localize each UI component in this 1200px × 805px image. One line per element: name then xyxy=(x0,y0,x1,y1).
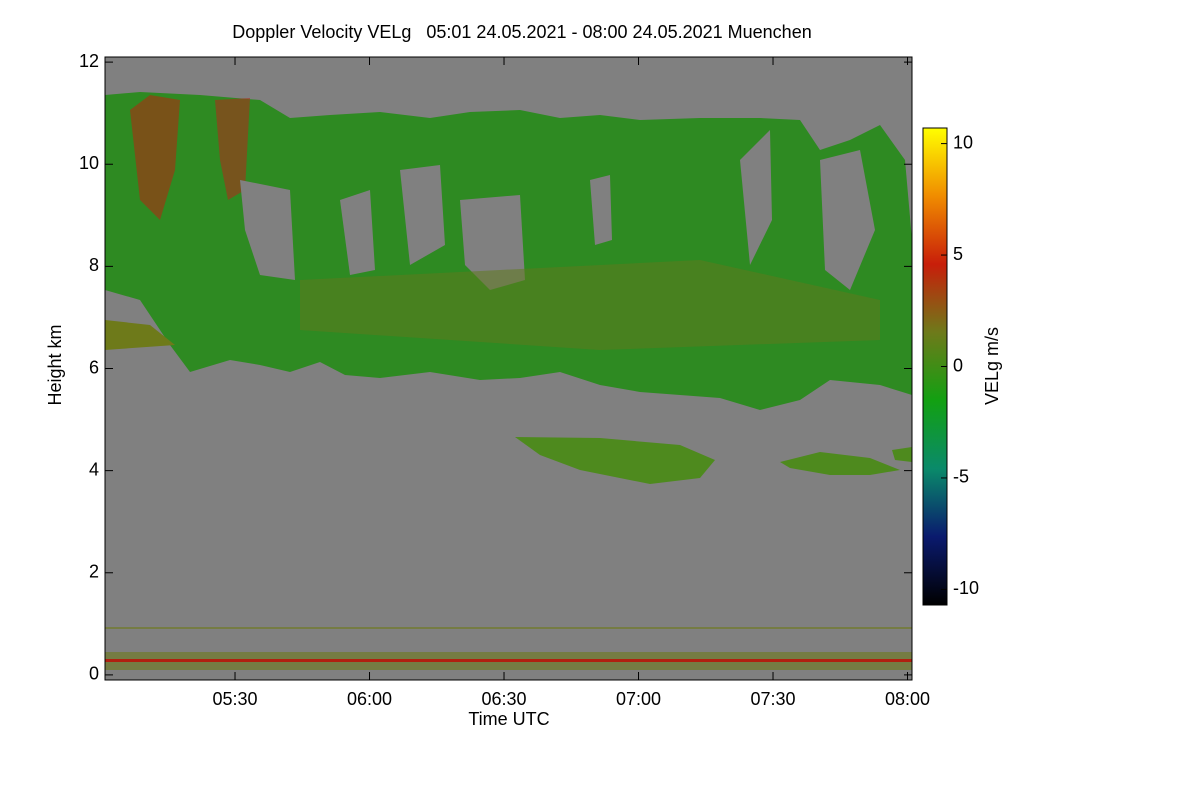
y-axis-label: Height km xyxy=(45,324,65,405)
x-tick-label: 08:00 xyxy=(885,689,930,709)
gap xyxy=(340,190,375,275)
colorbar-tick-label: 5 xyxy=(953,244,963,264)
chart-title: Doppler Velocity VELg 05:01 24.05.2021 -… xyxy=(232,22,811,42)
gap xyxy=(460,195,525,290)
y-tick-label: 12 xyxy=(79,51,99,71)
y-tick-label: 4 xyxy=(89,459,99,479)
colorbar-tick-label: -5 xyxy=(953,467,969,487)
gap xyxy=(590,175,612,245)
cloud-midlevel xyxy=(515,437,715,484)
cloud-midlevel xyxy=(780,452,900,475)
colorbar-tick-label: -10 xyxy=(953,578,979,598)
colorbar-label: VELg m/s xyxy=(982,327,1002,405)
y-tick-label: 2 xyxy=(89,562,99,582)
x-tick-label: 07:30 xyxy=(750,689,795,709)
y-tick-label: 8 xyxy=(89,255,99,275)
colorbar-tick-label: 10 xyxy=(953,132,973,152)
x-tick-label: 07:00 xyxy=(616,689,661,709)
boundary-layer-line xyxy=(105,659,912,662)
gap xyxy=(400,165,445,265)
x-tick-label: 06:30 xyxy=(481,689,526,709)
y-tick-label: 10 xyxy=(79,153,99,173)
x-tick-label: 05:30 xyxy=(212,689,257,709)
gap xyxy=(820,150,875,290)
cloud-mid xyxy=(300,260,880,350)
y-tick-label: 0 xyxy=(89,664,99,684)
boundary-layer-line xyxy=(105,627,912,629)
cloud-midlevel xyxy=(892,447,912,462)
gap xyxy=(740,130,772,265)
x-axis-label: Time UTC xyxy=(468,709,549,729)
x-tick-label: 06:00 xyxy=(347,689,392,709)
cloud-streak xyxy=(215,98,250,200)
colorbar-tick-label: 0 xyxy=(953,355,963,375)
cloud-lower-left xyxy=(105,320,175,350)
echo-field xyxy=(105,92,912,670)
y-tick-label: 6 xyxy=(89,357,99,377)
cloud-streak xyxy=(130,95,180,220)
gap xyxy=(240,180,295,280)
